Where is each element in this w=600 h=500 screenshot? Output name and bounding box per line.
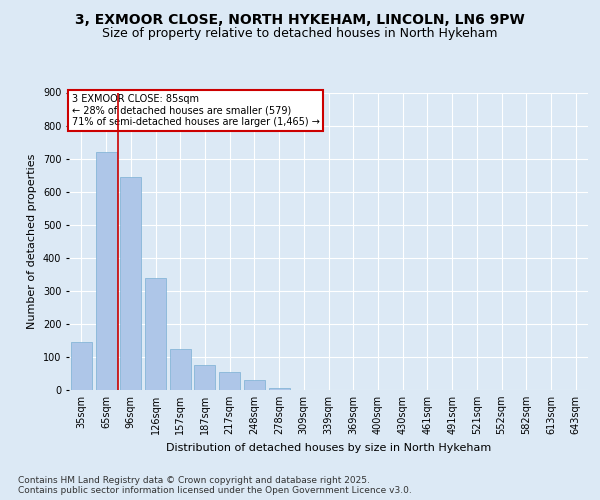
Bar [145,278,166,390]
Text: 3 EXMOOR CLOSE: 85sqm
← 28% of detached houses are smaller (579)
71% of semi-det: 3 EXMOOR CLOSE: 85sqm ← 28% of detached … [71,94,319,127]
Bar [244,380,265,390]
Bar [95,152,116,390]
Text: Size of property relative to detached houses in North Hykeham: Size of property relative to detached ho… [102,28,498,40]
Bar [219,372,240,390]
Bar [194,365,215,390]
Text: 3, EXMOOR CLOSE, NORTH HYKEHAM, LINCOLN, LN6 9PW: 3, EXMOOR CLOSE, NORTH HYKEHAM, LINCOLN,… [75,12,525,26]
Bar [269,388,290,390]
Y-axis label: Number of detached properties: Number of detached properties [28,154,37,329]
Text: Contains HM Land Registry data © Crown copyright and database right 2025.
Contai: Contains HM Land Registry data © Crown c… [18,476,412,495]
Bar [71,342,92,390]
X-axis label: Distribution of detached houses by size in North Hykeham: Distribution of detached houses by size … [166,442,491,452]
Bar [170,348,191,390]
Bar [120,177,141,390]
